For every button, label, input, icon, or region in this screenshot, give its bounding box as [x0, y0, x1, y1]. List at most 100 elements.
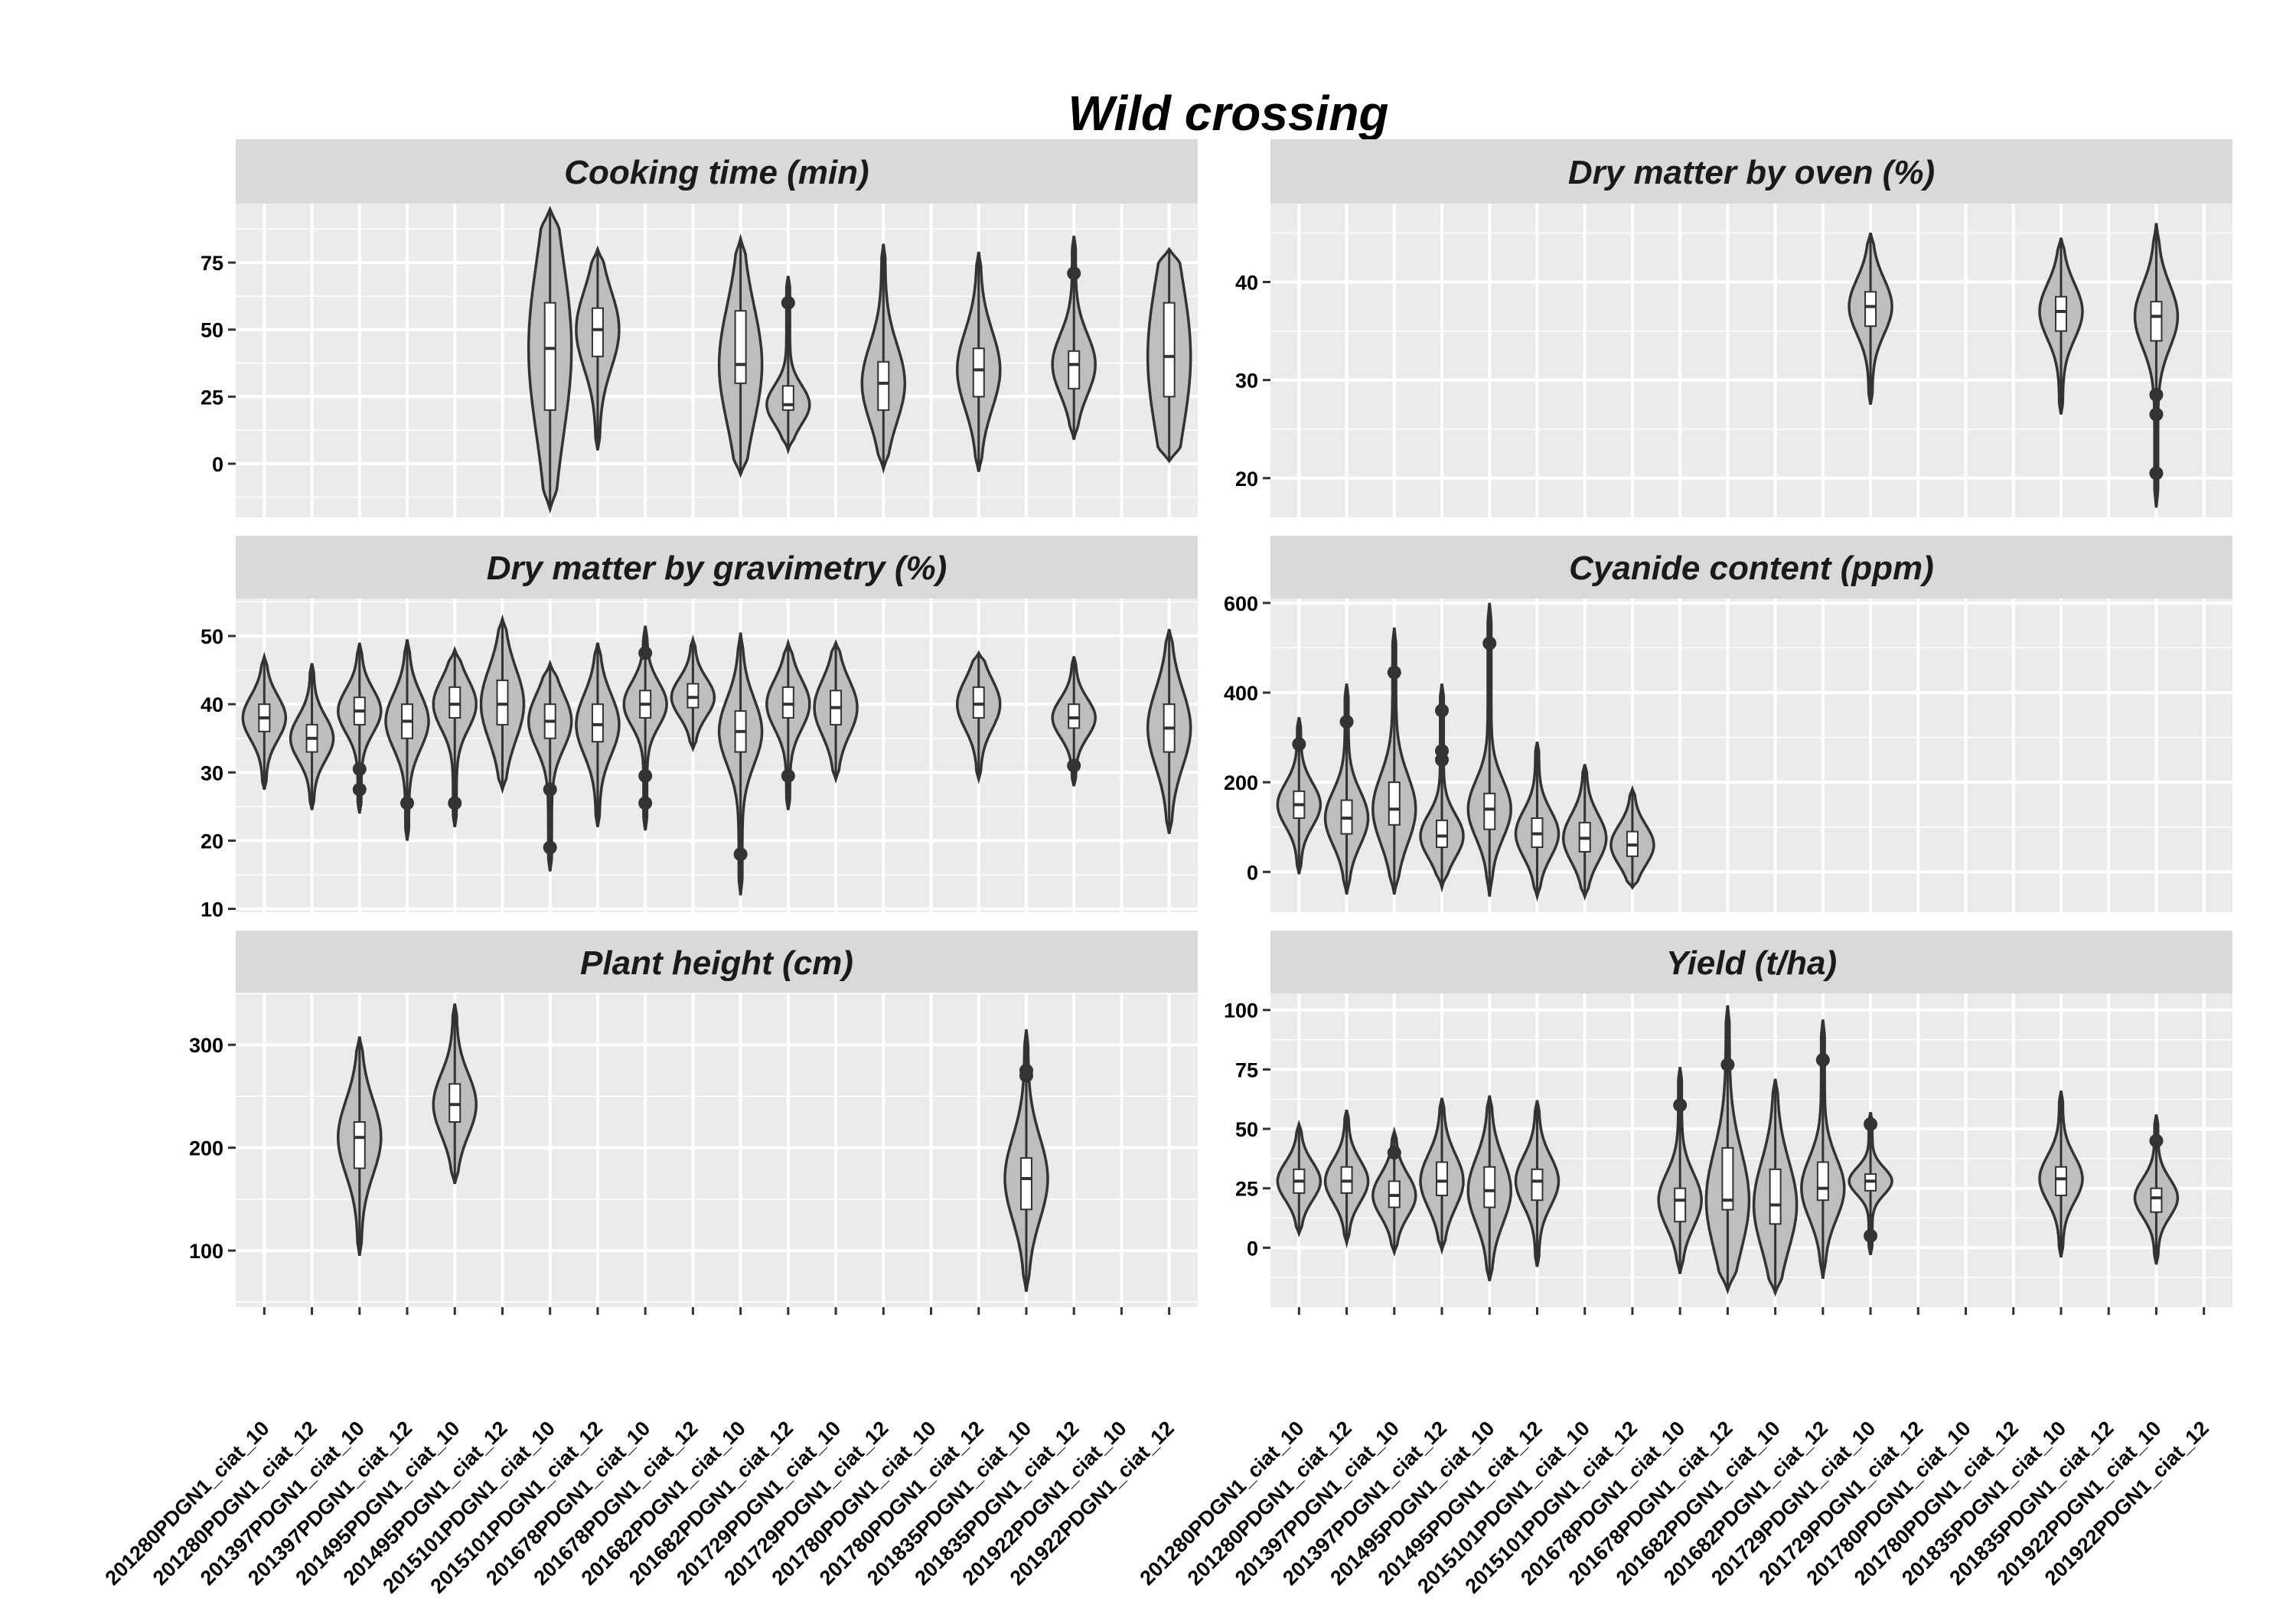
violin-201682pdgn1-ciat-10 [717, 233, 764, 478]
y-tick-label: 30 [201, 761, 223, 784]
outlier-point [1482, 636, 1497, 651]
box-iqr [1674, 1187, 1687, 1223]
chart-title: Wild crossing [1068, 86, 1388, 141]
outlier-point [733, 847, 748, 862]
y-tick-label: 50 [201, 625, 223, 648]
box-iqr [781, 385, 794, 411]
violin-201682pdgn1-ciat-12 [1800, 1019, 1846, 1279]
panel-title: Dry matter by oven (%) [1568, 154, 1935, 191]
outlier-point [448, 796, 462, 810]
y-tick-label: 0 [1247, 1237, 1258, 1260]
outlier-point [1067, 266, 1081, 281]
y-tick-label: 75 [201, 252, 223, 275]
violin-201922pdgn1-ciat-12 [1146, 628, 1192, 834]
outlier-point [638, 646, 653, 660]
violin-201397pdgn1-ciat-10 [1371, 627, 1417, 895]
violin-201397pdgn1-ciat-10 [337, 642, 383, 814]
panel-title: Cyanide content (ppm) [1569, 550, 1934, 587]
violin-201495pdgn1-ciat-12 [479, 614, 526, 794]
panel-cyanide-content-ppm: Cyanide content (ppm) 0 200 400 600 [1224, 536, 2232, 912]
violin-2015101pdgn1-ciat-12 [575, 245, 621, 451]
outlier-point [352, 782, 367, 797]
panel-title: Plant height (cm) [580, 944, 853, 982]
y-tick-label: 20 [1235, 468, 1258, 491]
panel-background [1270, 204, 2232, 517]
violin-201495pdgn1-ciat-10 [1466, 602, 1512, 897]
y-tick-label: 400 [1224, 682, 1258, 705]
violin-201682pdgn1-ciat-10 [717, 632, 764, 895]
violin-201397pdgn1-ciat-12 [1419, 683, 1465, 893]
violin-201835pdgn1-ciat-10 [1003, 1029, 1049, 1293]
violin-201495pdgn1-ciat-10 [432, 645, 478, 827]
y-tick-label: 25 [201, 386, 223, 409]
violin-201495pdgn1-ciat-12 [1514, 742, 1561, 902]
y-tick-label: 20 [201, 830, 223, 853]
outlier-point [1387, 1146, 1401, 1160]
panel-background [1270, 993, 2232, 1307]
outlier-point [2149, 387, 2164, 402]
box-iqr [2150, 301, 2163, 342]
y-tick-label: 50 [201, 319, 223, 342]
violin-201678pdgn1-ciat-10 [1657, 1067, 1703, 1274]
outlier-point [638, 796, 653, 810]
box-iqr [2054, 1166, 2067, 1197]
panels-layer: Cooking time (min) 0 25 50 75 Dry matter by o… [101, 139, 2232, 1598]
outlier-point [1387, 665, 1401, 680]
box-iqr [1483, 1166, 1496, 1208]
box-iqr [1769, 1168, 1782, 1225]
box-iqr [1068, 703, 1081, 729]
violin-201780pdgn1-ciat-12 [956, 251, 1002, 472]
box-iqr [972, 686, 985, 719]
box-iqr [781, 686, 794, 719]
y-tick-label: 100 [189, 1240, 223, 1263]
violin-201397pdgn1-ciat-10 [1371, 1126, 1417, 1257]
panel-strip [1270, 931, 2232, 993]
outlier-point [1435, 703, 1450, 718]
violin-201397pdgn1-ciat-10 [337, 1036, 383, 1257]
y-tick-label: 30 [1235, 370, 1258, 393]
panel-plant-height-cm: Plant height (cm)100200300201280PDGN1_ci… [101, 931, 1198, 1598]
violin-201835pdgn1-ciat-12 [1051, 235, 1097, 440]
outlier-point [1067, 758, 1081, 773]
violin-201495pdgn1-ciat-10 [1466, 1095, 1512, 1282]
box-iqr [2150, 1187, 2163, 1213]
violin-201780pdgn1-ciat-12 [956, 650, 1002, 784]
violin-201280pdgn1-ciat-10 [1276, 1119, 1322, 1238]
outlier-point [1864, 1228, 1878, 1243]
violin-201729pdgn1-ciat-10 [813, 639, 859, 784]
panel-title: Cooking time (min) [564, 154, 869, 191]
panel-title: Yield (t/ha) [1666, 944, 1837, 982]
outlier-point [543, 840, 557, 855]
outlier-point [638, 768, 653, 783]
y-tick-label: 75 [1235, 1058, 1258, 1081]
box-iqr [543, 302, 556, 411]
violin-201835pdgn1-ciat-12 [1051, 656, 1097, 787]
box-iqr [1163, 302, 1176, 398]
violin-201678pdgn1-ciat-10 [622, 625, 668, 831]
box-iqr [687, 683, 700, 709]
box-iqr [1531, 1168, 1544, 1202]
box-iqr [1436, 1161, 1449, 1197]
violin-201922pdgn1-ciat-10 [2133, 1114, 2180, 1265]
violin-2015101pdgn1-ciat-10 [527, 659, 573, 872]
box-iqr [591, 703, 604, 743]
violin-201280pdgn1-ciat-12 [289, 663, 335, 810]
y-tick-label: 200 [1224, 771, 1258, 794]
violin-201280pdgn1-ciat-12 [1323, 683, 1370, 895]
box-iqr [353, 1121, 366, 1169]
box-iqr [448, 686, 461, 719]
box-iqr [1864, 291, 1877, 328]
outlier-point [1864, 1117, 1878, 1131]
violin-201835pdgn1-ciat-10 [2038, 237, 2084, 415]
outlier-point [543, 782, 557, 797]
panel-cooking-time-min: Cooking time (min) 0 25 50 75 [201, 139, 1198, 517]
box-iqr [591, 307, 604, 357]
box-iqr [2054, 295, 2067, 332]
y-tick-label: 200 [189, 1137, 223, 1160]
outlier-point [781, 768, 795, 783]
violin-201280pdgn1-ciat-10 [241, 651, 288, 791]
outlier-point [1019, 1068, 1033, 1083]
y-tick-label: 100 [1224, 1000, 1258, 1022]
outlier-point [1292, 737, 1306, 752]
